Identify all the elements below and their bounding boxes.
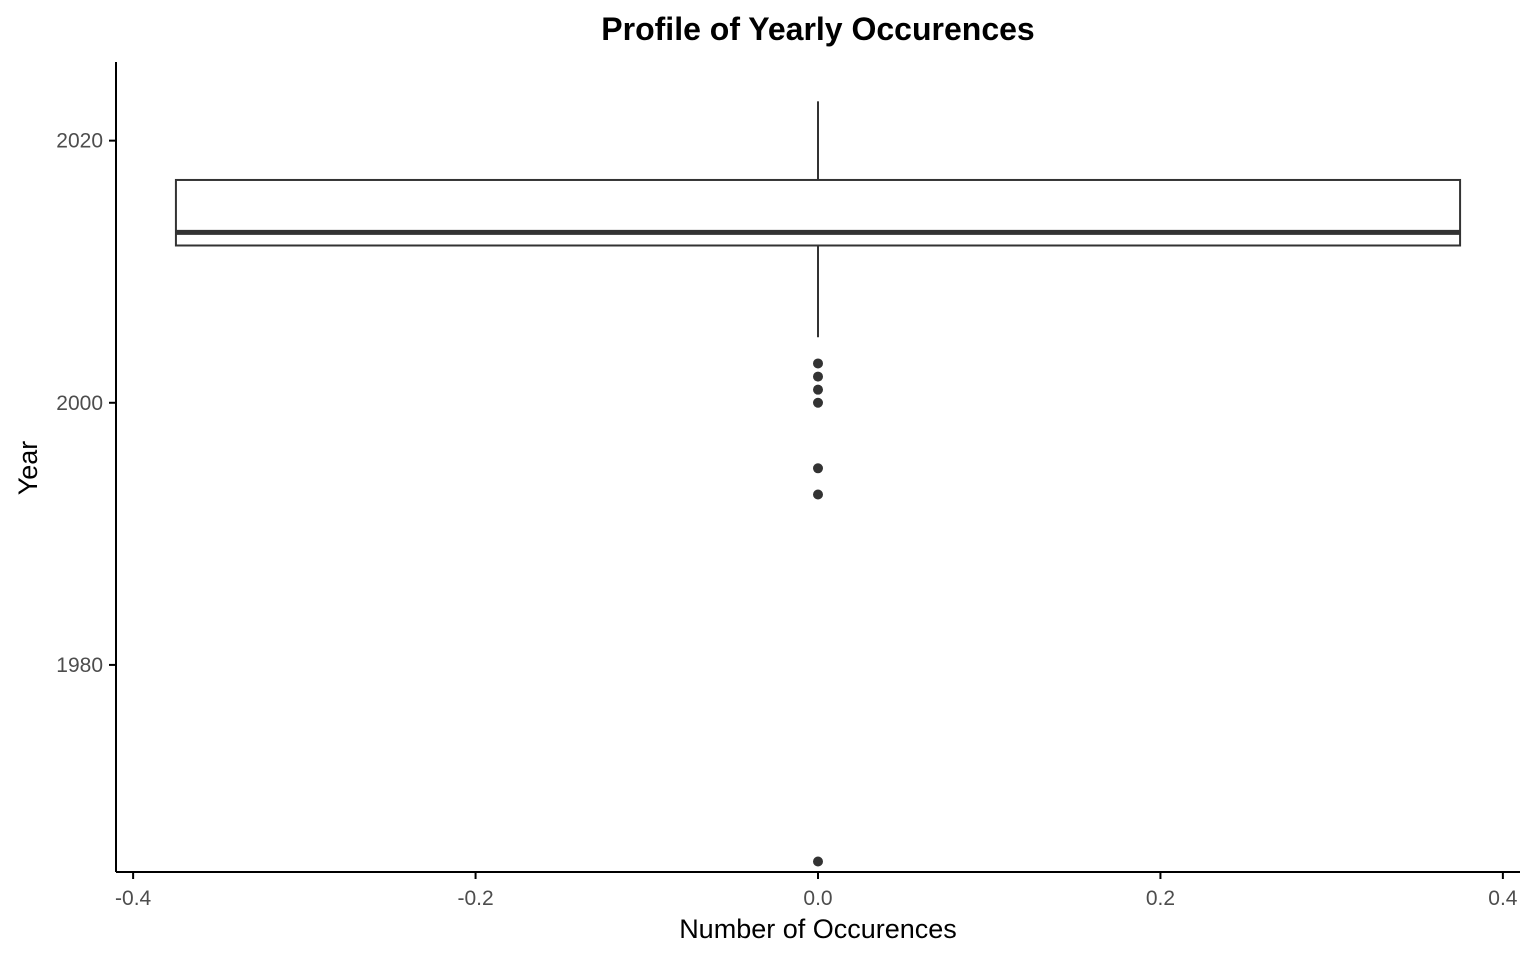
plot-area xyxy=(174,101,1462,867)
y-tick-label: 2000 xyxy=(56,392,103,415)
outlier-point xyxy=(813,856,823,867)
axes: -0.4 -0.2 0.0 0.2 0.4 1980 2000 2020 xyxy=(56,62,1520,910)
x-tick-label: -0.4 xyxy=(115,887,152,910)
y-axis-title: Year xyxy=(13,441,43,496)
x-axis-title: Number of Occurences xyxy=(679,914,957,944)
outlier-point xyxy=(813,371,823,382)
outlier-point xyxy=(813,358,823,369)
outlier-point xyxy=(813,384,823,395)
y-tick-label: 1980 xyxy=(56,654,103,677)
outlier-point xyxy=(813,489,823,500)
x-tick-label: 0.2 xyxy=(1146,887,1175,910)
x-tick-label: 0.0 xyxy=(803,887,832,910)
chart-title: Profile of Yearly Occurences xyxy=(601,11,1034,47)
x-tick-label: 0.4 xyxy=(1488,887,1518,910)
iqr-box xyxy=(174,178,1462,247)
y-tick-label: 2020 xyxy=(56,130,103,153)
outlier-point xyxy=(813,463,823,474)
outlier-point xyxy=(813,397,823,408)
x-tick-label: -0.2 xyxy=(457,887,493,910)
